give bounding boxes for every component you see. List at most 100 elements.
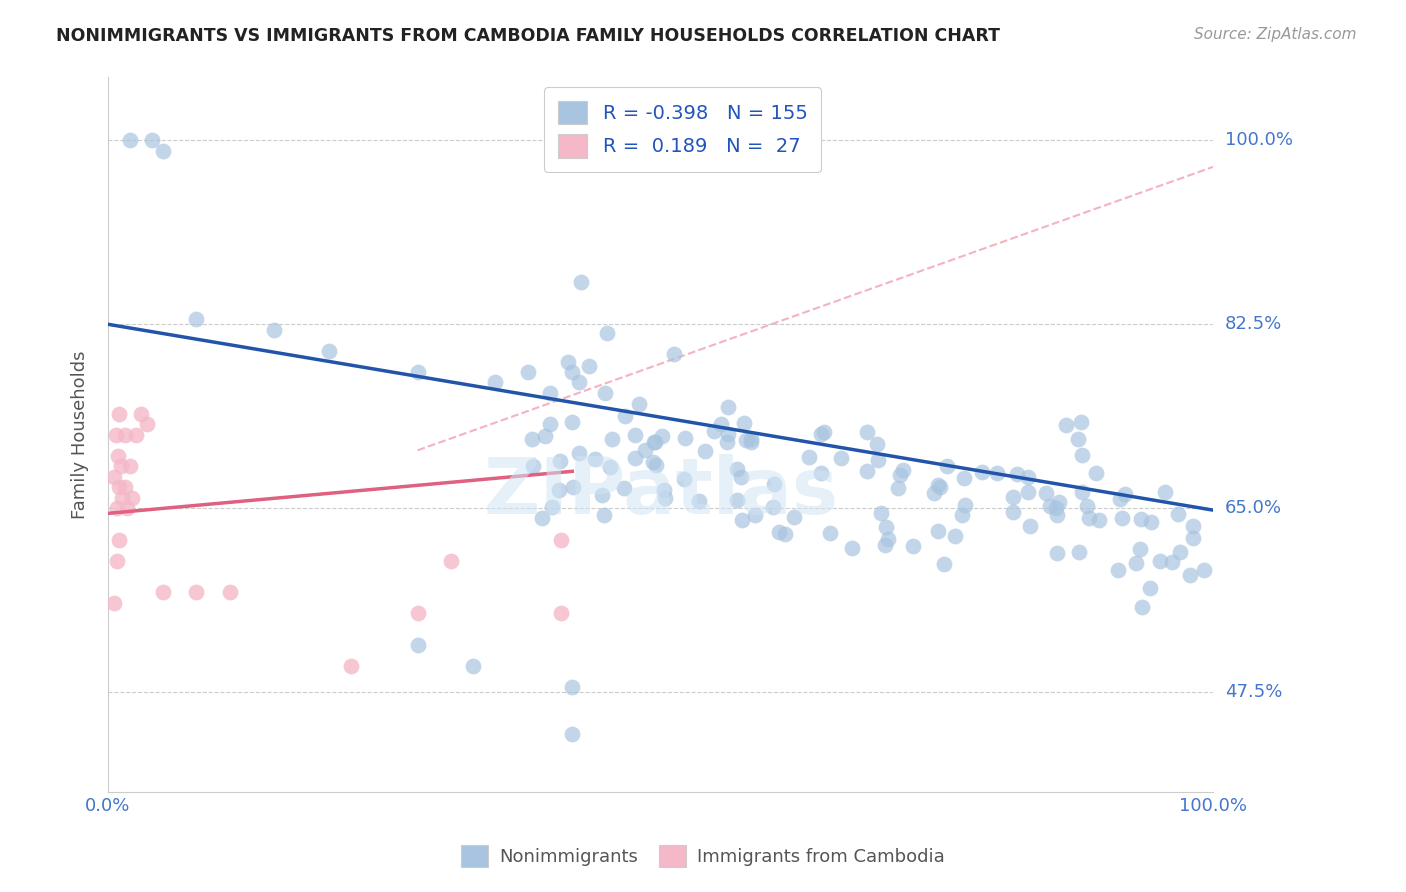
Point: [740, 432, 762, 446]
Point: [929, 480, 952, 494]
Point: [1018, 519, 1040, 533]
Point: [1168, 545, 1191, 559]
Point: [1045, 501, 1067, 516]
Point: [557, 355, 579, 369]
Point: [105, 501, 128, 516]
Point: [561, 415, 583, 429]
Point: [1130, 600, 1153, 615]
Point: [600, 432, 623, 446]
Point: [889, 467, 911, 482]
Point: [599, 459, 621, 474]
Point: [540, 500, 562, 514]
Point: [810, 467, 832, 481]
Point: [531, 511, 554, 525]
Point: [1070, 415, 1092, 429]
Point: [873, 538, 896, 552]
Point: [710, 417, 733, 432]
Point: [583, 452, 606, 467]
Point: [406, 638, 429, 652]
Point: [561, 480, 583, 494]
Point: [662, 347, 685, 361]
Point: [813, 425, 835, 440]
Point: [592, 508, 614, 522]
Text: NONIMMIGRANTS VS IMMIGRANTS FROM CAMBODIA FAMILY HOUSEHOLDS CORRELATION CHART: NONIMMIGRANTS VS IMMIGRANTS FROM CAMBODI…: [56, 27, 1000, 45]
Point: [1076, 499, 1098, 513]
Point: [1077, 511, 1099, 525]
Point: [578, 359, 600, 374]
Point: [934, 557, 956, 571]
Point: [1067, 432, 1090, 446]
Point: [114, 427, 136, 442]
Point: [887, 481, 910, 495]
Point: [1139, 581, 1161, 595]
Point: [186, 585, 208, 599]
Point: [818, 526, 841, 541]
Point: [624, 427, 647, 442]
Point: [1194, 563, 1216, 577]
Point: [641, 455, 664, 469]
Point: [768, 525, 790, 540]
Text: 100.0%: 100.0%: [1225, 131, 1292, 150]
Point: [1046, 508, 1069, 523]
Legend: R = -0.398   N = 155, R =  0.189   N =  27: R = -0.398 N = 155, R = 0.189 N = 27: [544, 87, 821, 171]
Point: [901, 539, 924, 553]
Point: [725, 493, 748, 508]
Point: [121, 491, 143, 505]
Point: [950, 508, 973, 522]
Point: [1107, 563, 1129, 577]
Point: [1181, 531, 1204, 545]
Point: [1001, 491, 1024, 505]
Point: [129, 407, 152, 421]
Point: [186, 312, 208, 326]
Point: [735, 433, 758, 447]
Point: [1038, 499, 1060, 513]
Point: [548, 483, 571, 498]
Point: [717, 427, 740, 442]
Point: [730, 470, 752, 484]
Text: ZIPatlas: ZIPatlas: [484, 454, 838, 530]
Point: [105, 553, 128, 567]
Point: [725, 461, 748, 475]
Point: [733, 416, 755, 430]
Point: [104, 427, 127, 442]
Point: [652, 483, 675, 498]
Point: [561, 680, 583, 694]
Point: [406, 606, 429, 620]
Point: [613, 409, 636, 423]
Point: [654, 491, 676, 505]
Point: [550, 606, 572, 620]
Point: [856, 425, 879, 439]
Point: [703, 424, 725, 438]
Point: [108, 407, 131, 421]
Point: [114, 480, 136, 494]
Point: [634, 443, 657, 458]
Point: [695, 444, 717, 458]
Point: [1161, 555, 1184, 569]
Point: [1071, 485, 1094, 500]
Point: [922, 486, 945, 500]
Point: [263, 322, 285, 336]
Point: [1154, 485, 1177, 500]
Point: [406, 365, 429, 379]
Point: [568, 375, 591, 389]
Point: [1035, 485, 1057, 500]
Point: [627, 397, 650, 411]
Point: [517, 365, 540, 379]
Point: [340, 658, 363, 673]
Point: [596, 326, 619, 341]
Point: [717, 400, 740, 414]
Point: [1017, 484, 1039, 499]
Point: [484, 375, 506, 389]
Point: [645, 458, 668, 472]
Point: [1108, 491, 1130, 506]
Point: [108, 480, 131, 494]
Point: [1167, 508, 1189, 522]
Point: [141, 133, 163, 147]
Point: [651, 429, 673, 443]
Point: [773, 527, 796, 541]
Point: [103, 596, 125, 610]
Point: [744, 508, 766, 522]
Point: [591, 488, 613, 502]
Point: [868, 453, 890, 467]
Point: [120, 459, 142, 474]
